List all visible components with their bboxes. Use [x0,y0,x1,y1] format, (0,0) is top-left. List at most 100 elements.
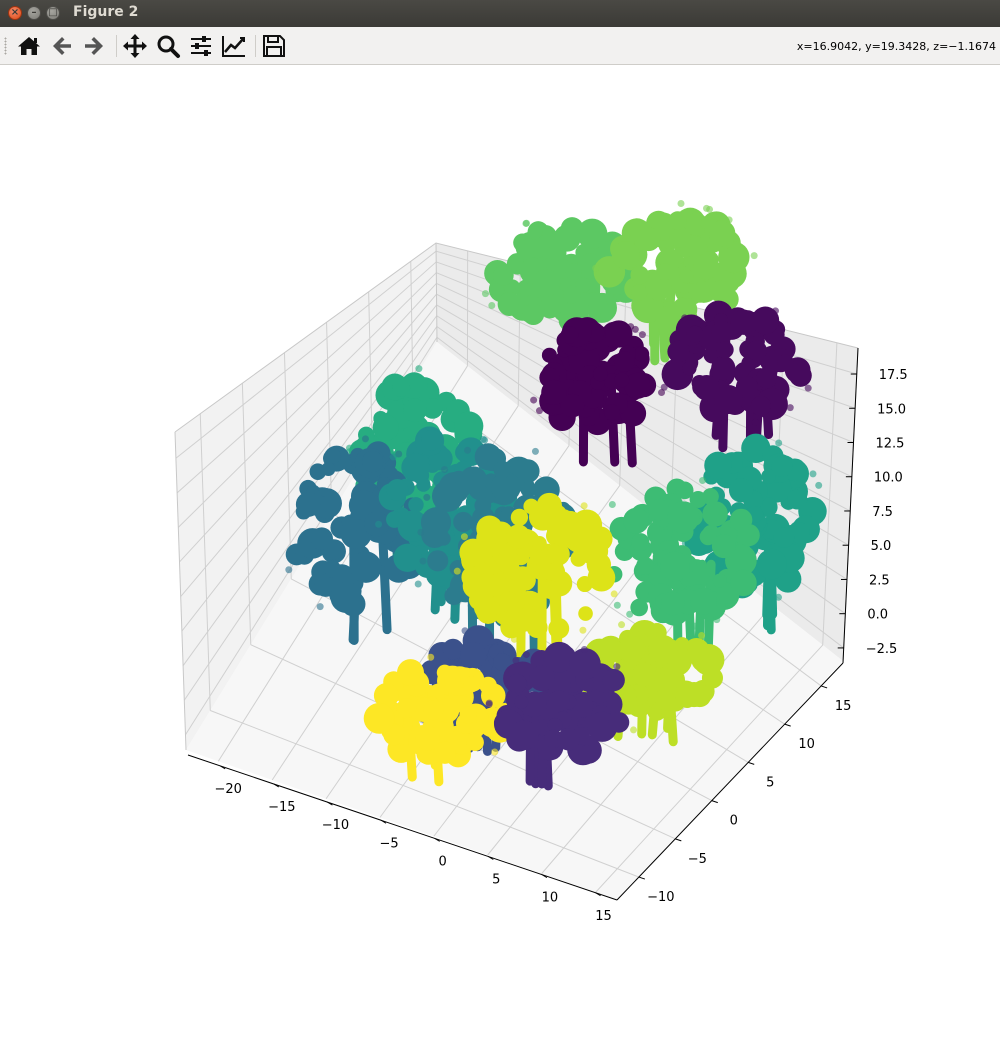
scatter-point [698,632,706,640]
scatter-point [725,216,733,224]
axis-ticks: −20 −15 −10 −5 0 5 10 15 −10 −5 0 5 10 15 −2.5 0.0 2.5 5.… [214,368,907,924]
y-tick-mark [784,723,791,727]
y-tick-mark [711,800,718,804]
left-grid-line [180,293,437,597]
scatter-point [403,398,427,423]
window-titlebar: × – □ Figure 2 [0,0,1000,27]
maximize-icon: □ [48,7,58,18]
maximize-window-button[interactable]: □ [46,6,60,20]
x-tick-label: 5 [492,873,500,888]
scatter-point [423,700,444,721]
scatter-point [613,601,621,609]
scatter-point [569,648,601,680]
back-grid-line [822,342,838,646]
pan-button[interactable] [122,33,148,59]
scatter-point [572,299,590,317]
back-button[interactable] [49,33,75,59]
z-tick-label: 7.5 [872,505,893,520]
scatter-point [624,372,651,399]
x-tick-mark [327,801,333,806]
home-button[interactable] [16,33,42,59]
scatter-point [396,659,425,687]
scatter-point [414,580,422,588]
scatter-point [751,418,759,426]
scatter-point [570,550,587,567]
scatter-point [701,667,724,689]
scatter-point [485,700,493,708]
minimize-window-button[interactable]: – [27,6,41,20]
scatter-point [713,616,721,624]
scatter-point [546,514,579,547]
scatter-point [658,389,666,397]
scatter-point [316,603,324,611]
scatter-point [560,326,579,344]
zoom-button[interactable] [155,33,181,59]
left-grid-line [368,291,373,448]
window-title: Figure 2 [73,4,139,20]
scatter-point [728,478,754,503]
z-tick-label: 12.5 [876,437,905,452]
scatter-point [491,748,499,756]
toolbar-grip[interactable] [4,37,7,55]
scatter-point [674,637,690,653]
scatter-point [324,560,342,578]
scatter-point [638,331,646,339]
scatter-point [618,635,646,663]
scatter-point [285,566,293,574]
scatter-point [704,451,732,480]
scatter-point [605,320,633,348]
matplotlib-toolbar: x=16.9042, y=19.3428, z=−1.1674 [0,27,1000,65]
scatter-point [756,548,787,580]
scatter-point [681,314,689,322]
scatter-point [514,569,536,591]
3d-scatter-plot[interactable]: −20 −15 −10 −5 0 5 10 15 −10 −5 0 5 10 15 −2.5 0.0 2.5 5.… [0,65,1000,1037]
save-button[interactable] [261,33,287,59]
scatter-point [521,691,547,718]
x-tick-mark [273,783,280,788]
scatter-point [711,321,734,344]
left-grid-line [410,261,414,382]
left-grid-line [175,250,437,459]
y-tick-label: 15 [835,699,852,714]
scatter-point [565,263,582,280]
close-window-button[interactable]: × [8,6,22,20]
scatter-point [718,241,750,273]
scatter-point [777,354,794,371]
scatter-point [560,393,585,418]
z-tick-label: 17.5 [879,368,908,383]
scatter-point [709,280,732,303]
scatter-point [375,520,383,528]
customize-button[interactable] [221,33,247,59]
scatter-point [530,396,538,404]
scatter-point [453,567,461,575]
scatter-point [510,508,529,527]
scatter-point [687,641,708,662]
scatter-point [716,341,734,359]
scatter-point [611,241,640,270]
scatter-point [631,284,648,301]
floor-grid-line [595,644,824,893]
tree-cluster [660,300,812,456]
x-tick-label: 10 [542,891,559,906]
scatter-point [527,615,546,635]
home-icon [18,37,40,55]
y-tick-label: −10 [647,890,674,905]
scatter-point [493,265,514,286]
scatter-point [512,656,520,664]
x-tick-label: −10 [322,818,349,833]
scatter-point [709,220,736,247]
subplots-button[interactable] [188,33,214,59]
figure-canvas[interactable]: −20 −15 −10 −5 0 5 10 15 −10 −5 0 5 10 15 −2.5 0.0 2.5 5.… [0,65,1000,1037]
scatter-point [419,557,427,565]
scatter-point [645,274,672,301]
y-tick-label: −5 [688,852,707,867]
scatter-point [481,436,489,444]
scatter-point [386,479,409,501]
x-tick-mark [595,892,601,897]
z-tick-label: 10.0 [874,471,903,486]
forward-button[interactable] [81,33,107,59]
scatter-point [711,355,736,381]
scatter-point [660,383,668,391]
scatter-point [610,590,618,598]
scatter-point [493,460,512,479]
